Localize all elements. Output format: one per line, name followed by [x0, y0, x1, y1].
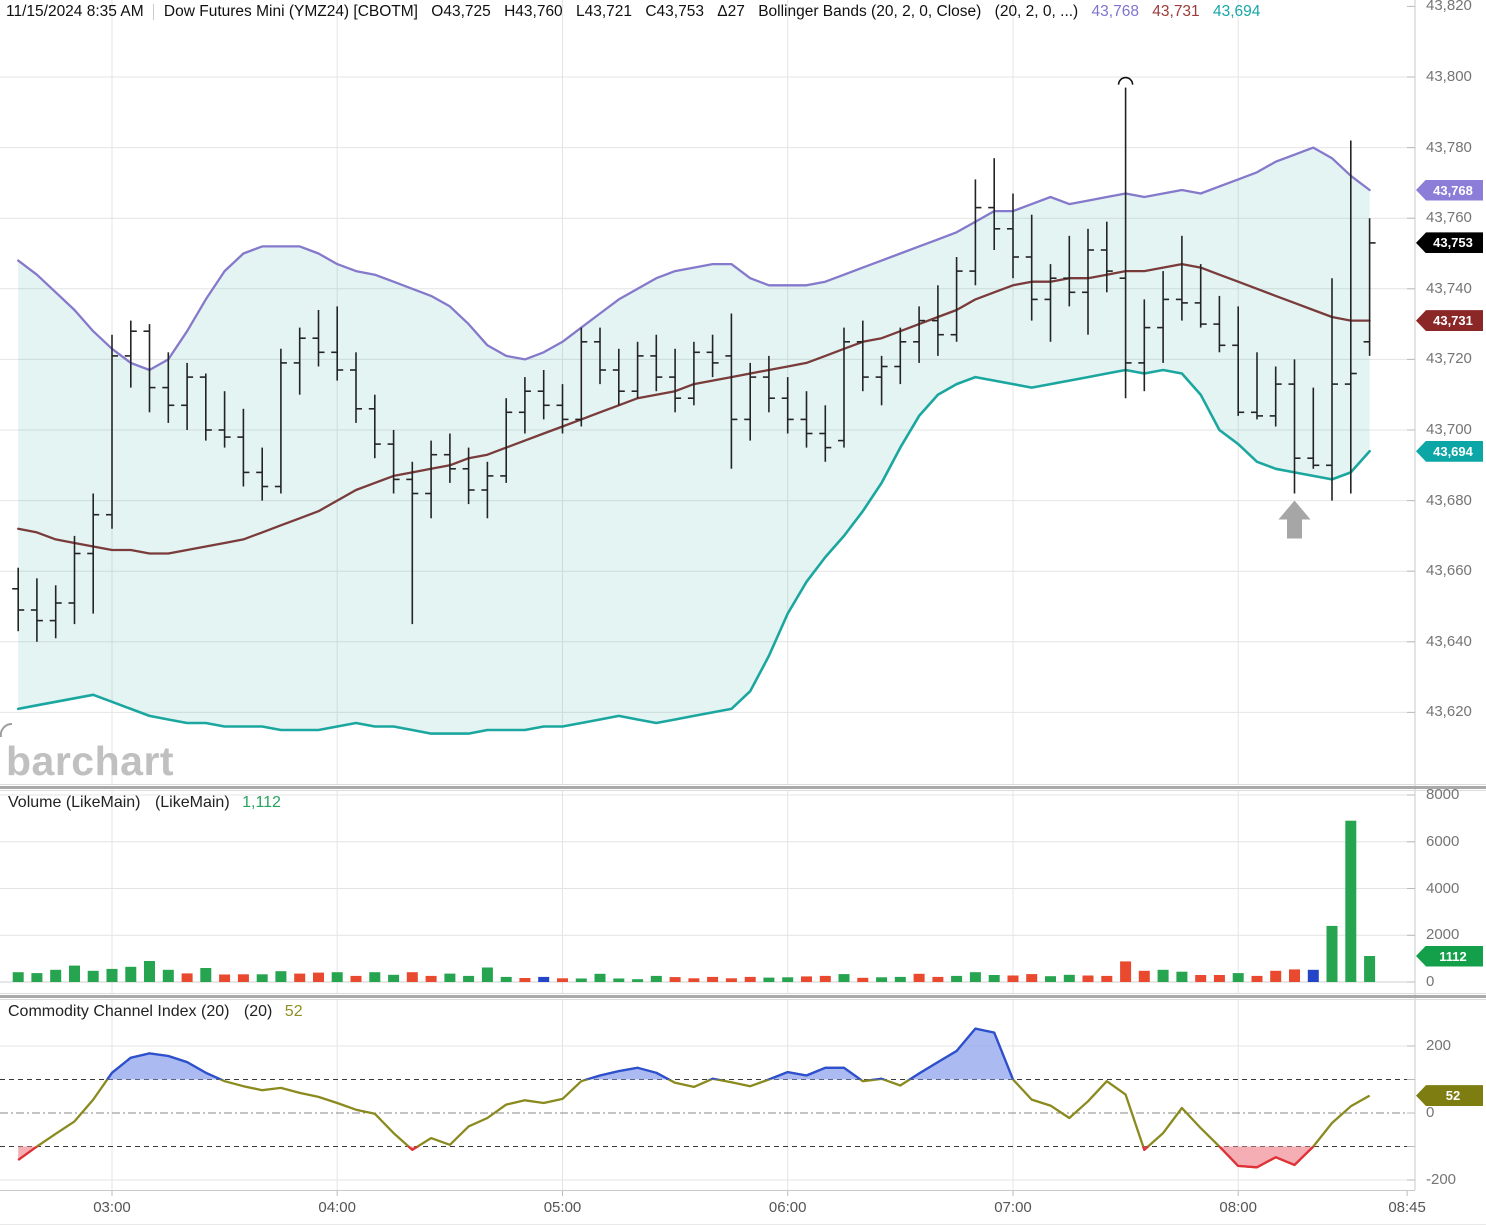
panel-divider-bottom-light	[0, 790, 1486, 791]
panel-divider-top-light	[0, 784, 1486, 785]
price-axis-label: 43,700	[1426, 421, 1472, 438]
volume-axis-label: 6000	[1426, 832, 1460, 850]
header-open: O43,725	[431, 3, 491, 20]
header-low: L43,721	[576, 3, 633, 20]
volume-panel-title: Volume (LikeMain) (LikeMain) 1,112	[8, 794, 281, 812]
bottom-edge-line	[0, 1224, 1486, 1225]
price-axis-label: 43,620	[1426, 703, 1472, 721]
volume-title-label: Volume (LikeMain)	[8, 794, 141, 811]
panel-divider-volume-cci	[0, 995, 1486, 998]
price-axis-label: 43,740	[1426, 279, 1472, 297]
panel-divider2-bottom-light	[0, 999, 1486, 1000]
time-axis-label: 07:00	[994, 1199, 1032, 1216]
bollinger-band-fill	[18, 147, 1370, 734]
price-gridlines	[0, 76, 1415, 713]
cci-overbought-area	[18, 1027, 1370, 1080]
volume-title-label2: (LikeMain)	[154, 794, 230, 811]
cci-oversold-area	[17, 1146, 1370, 1169]
cci-current-value: 52	[284, 1003, 303, 1020]
volume-axis-label: 2000	[1426, 926, 1460, 944]
time-axis-label: 04:00	[318, 1199, 356, 1216]
header-upper-band-value: 43,768	[1091, 3, 1139, 20]
price-value-badge: 43,731	[1416, 310, 1483, 332]
price-axis-label: 43,640	[1426, 632, 1472, 650]
price-axis-label: 43,760	[1426, 209, 1472, 227]
header-high: H43,760	[504, 3, 563, 20]
cci-axis-label: 0	[1426, 1104, 1435, 1121]
price-value-badge: 43,753	[1416, 232, 1483, 254]
header-study-bollinger-2: (20, 2, 0, ...)	[994, 3, 1079, 20]
cci-gridlines	[0, 1045, 1415, 1181]
panel-divider2-top-light	[0, 993, 1486, 994]
header-middle-band-value: 43,731	[1152, 3, 1200, 20]
axis-ticks	[111, 5, 1415, 1196]
spike-high-arc-marker	[1117, 76, 1134, 85]
volume-axis-label: 0	[1426, 973, 1435, 990]
volume-gridlines	[0, 794, 1415, 983]
header-delta: Δ27	[717, 3, 745, 20]
price-axis-label: 43,780	[1426, 138, 1472, 156]
price-axis-label: 43,720	[1426, 350, 1472, 368]
x-axis-line	[0, 1190, 1415, 1191]
ohlc-bars	[12, 87, 1376, 642]
price-axis-label: 43,680	[1426, 491, 1472, 509]
header-close: C43,753	[645, 3, 704, 20]
header-separator	[152, 3, 154, 20]
header-lower-band-value: 43,694	[1213, 3, 1261, 20]
cci-axis-label: -200	[1426, 1171, 1457, 1188]
volume-value-badge: 1112	[1416, 945, 1483, 967]
header-symbol: Dow Futures Mini (YMZ24) [CBOTM]	[163, 3, 418, 20]
time-axis-label: 06:00	[768, 1199, 807, 1216]
time-axis-label: 08:45	[1388, 1199, 1426, 1216]
time-axis-label: 05:00	[543, 1199, 582, 1216]
time-axis-label: 03:00	[93, 1199, 131, 1216]
cci-value-badge: 52	[1416, 1085, 1483, 1107]
bollinger-upper-line	[17, 146, 1371, 372]
volume-bars	[12, 820, 1376, 982]
cci-title-label2: (20)	[243, 1003, 273, 1020]
volume-current-value: 1,112	[242, 794, 281, 811]
price-axis-label: 43,660	[1426, 562, 1472, 580]
chart-header: 11/15/2024 8:35 AM Dow Futures Mini (YMZ…	[6, 3, 1269, 21]
cci-title-label: Commodity Channel Index (20)	[8, 1003, 230, 1020]
volume-axis-label: 8000	[1426, 786, 1460, 803]
time-axis-label: 08:00	[1219, 1199, 1257, 1216]
cci-axis-label: 200	[1426, 1037, 1452, 1054]
price-value-badge: 43,694	[1416, 440, 1483, 462]
panel-divider-main-volume	[0, 786, 1486, 789]
cci-panel-title: Commodity Channel Index (20) (20) 52	[8, 1003, 303, 1021]
price-axis-label: 43,800	[1426, 68, 1472, 85]
barchart-logo-partial-icon	[0, 722, 13, 738]
buy-signal-arrow-icon	[1278, 500, 1311, 539]
header-study-bollinger: Bollinger Bands (20, 2, 0, Close)	[758, 3, 982, 20]
volume-axis-label: 4000	[1426, 879, 1460, 897]
price-value-badge: 43,768	[1416, 179, 1483, 201]
price-axis-label: 43,820	[1426, 0, 1472, 15]
barchart-watermark-logo: barchart	[6, 738, 175, 784]
header-timestamp: 11/15/2024 8:35 AM	[6, 3, 144, 20]
